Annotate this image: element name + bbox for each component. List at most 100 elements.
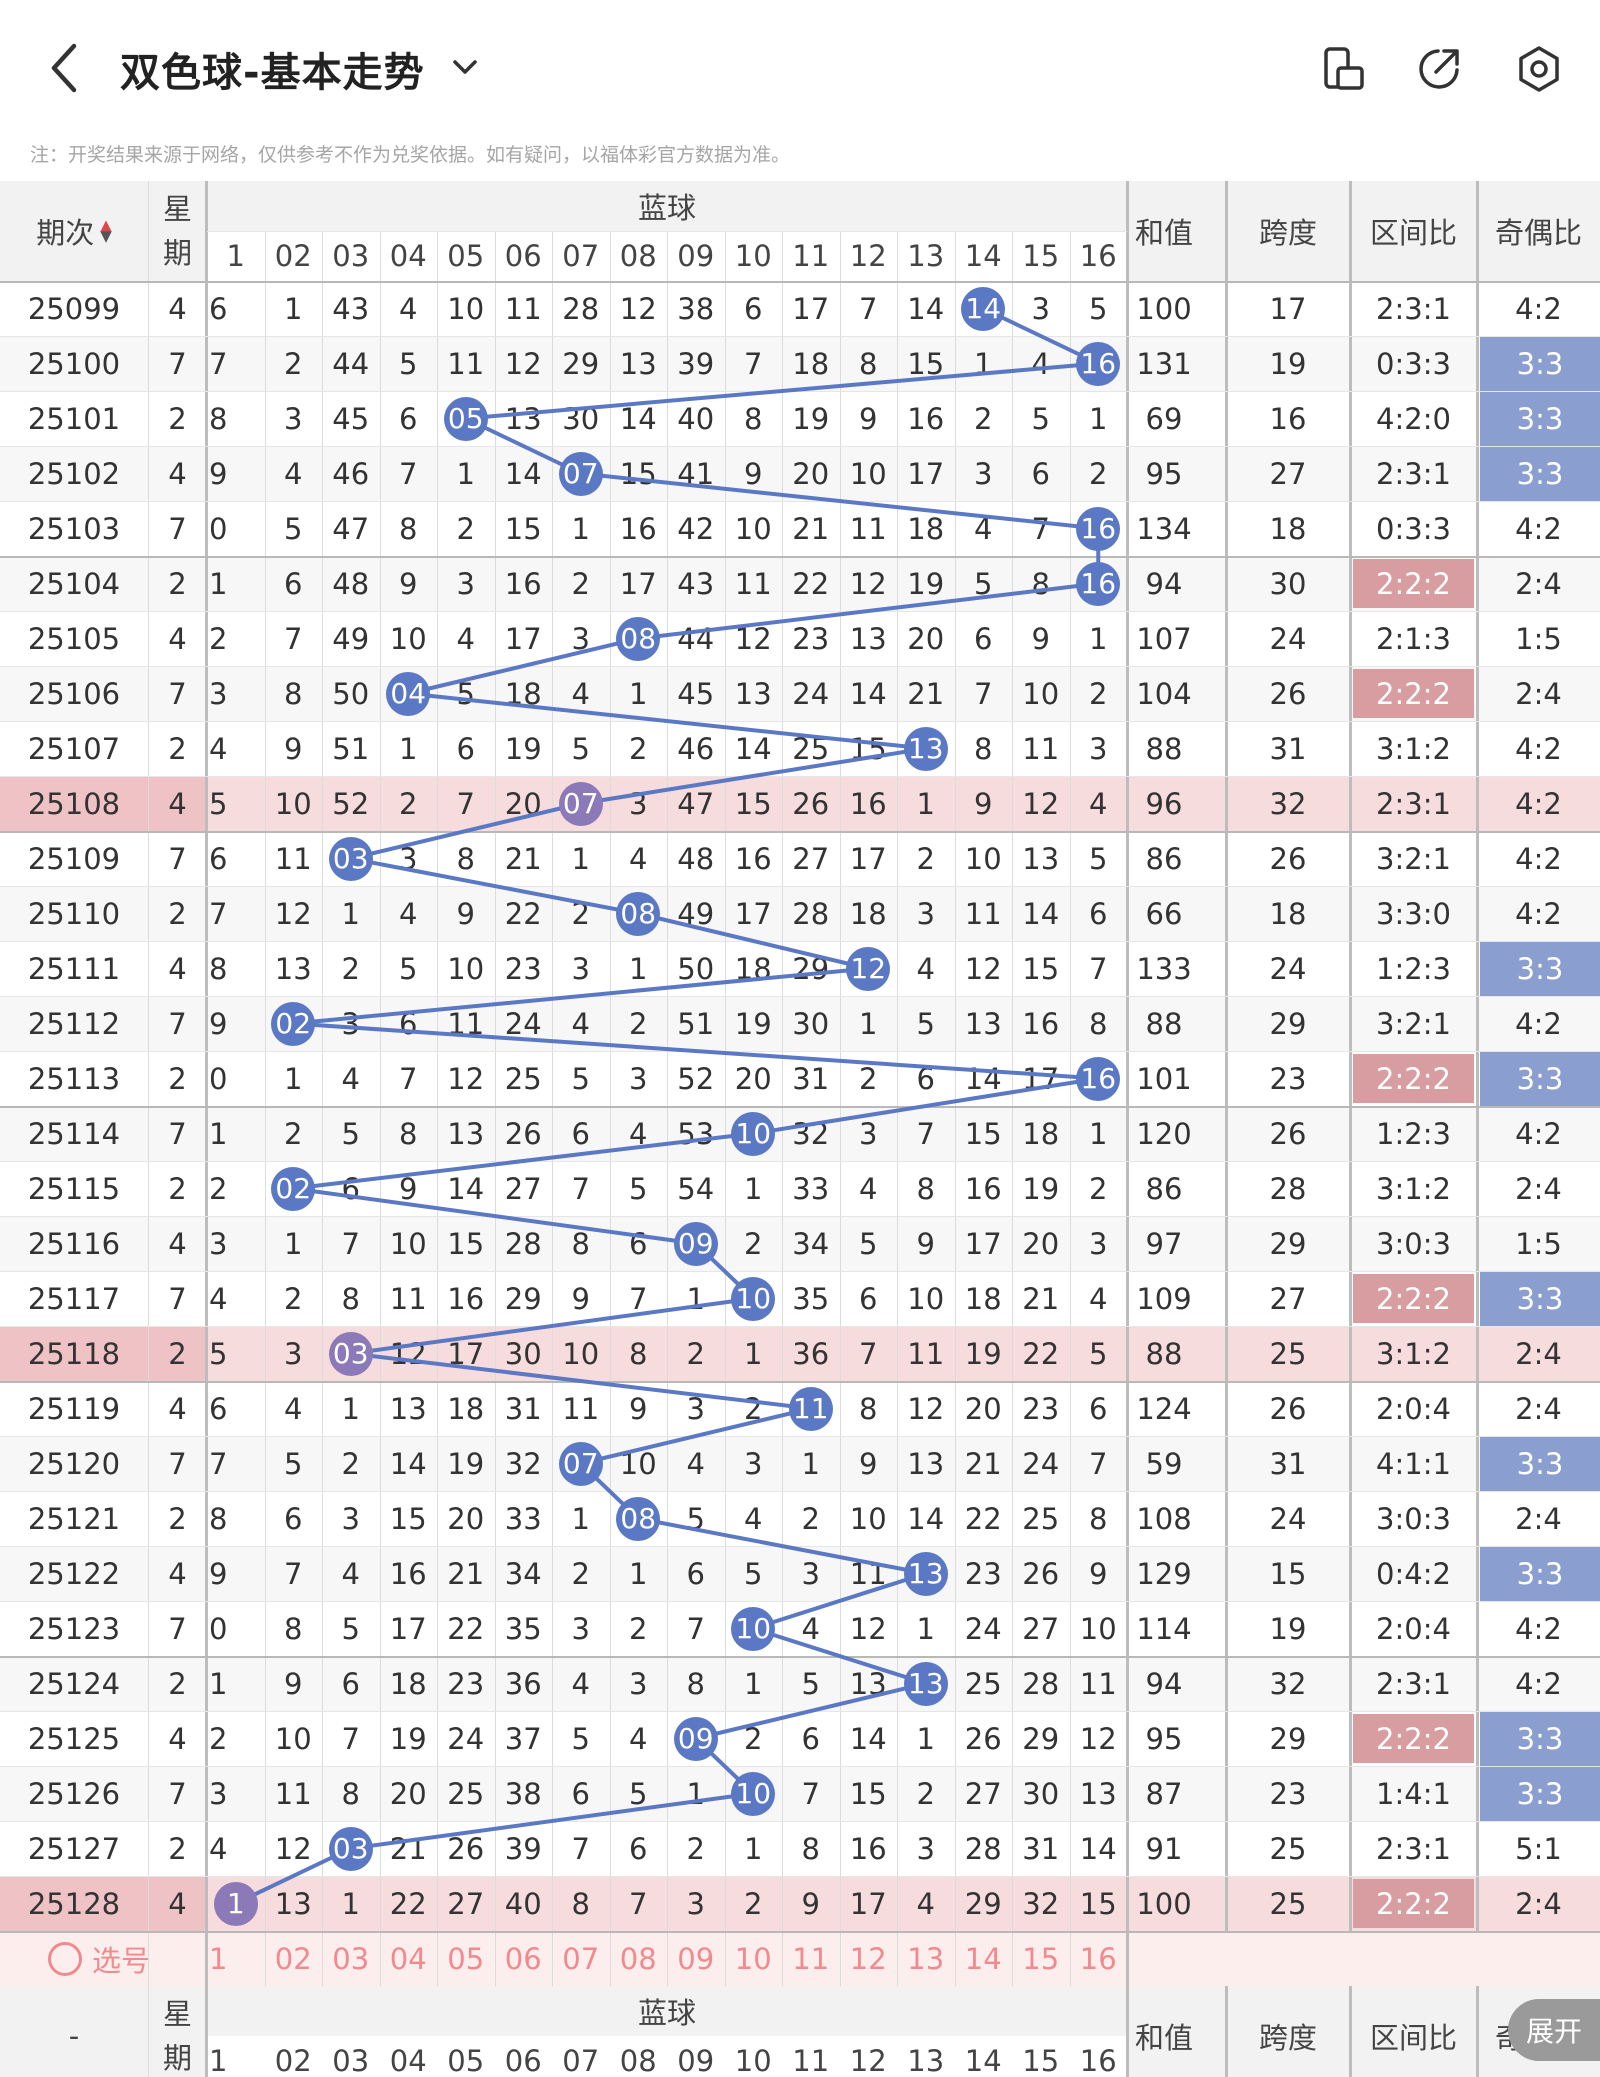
period-cell: 25108 — [27, 786, 121, 821]
miss-count-cell: 25 — [447, 1776, 485, 1811]
sort-icon[interactable]: ▲ ▼ — [100, 216, 112, 245]
miss-count-cell: 5 — [209, 1336, 228, 1371]
select-number-button[interactable]: 11 — [792, 1941, 830, 1976]
select-number-button[interactable]: 03 — [332, 1941, 370, 1976]
miss-count-cell: 1 — [974, 346, 993, 381]
rotate-button[interactable] — [1318, 44, 1368, 94]
select-number-button[interactable]: 02 — [274, 1941, 312, 1976]
miss-count-cell: 2 — [571, 1556, 590, 1591]
blue-ball: 09 — [673, 1716, 718, 1761]
select-number-button[interactable]: 06 — [504, 1941, 542, 1976]
period-cell: 25103 — [27, 511, 121, 546]
miss-count-cell: 3 — [974, 456, 993, 491]
share-button[interactable] — [1414, 44, 1464, 94]
select-number-button[interactable]: 10 — [734, 1941, 772, 1976]
miss-count-cell: 4 — [284, 456, 303, 491]
miss-count-cell: 17 — [849, 841, 887, 876]
settings-button[interactable] — [1514, 44, 1564, 94]
miss-count-cell: 23 — [504, 951, 542, 986]
col-header-odd: 奇偶比 — [1494, 216, 1582, 250]
miss-count-cell: 10 — [274, 786, 312, 821]
zone-cell: 1:2:3 — [1376, 1116, 1451, 1151]
miss-count-cell: 8 — [571, 1886, 590, 1921]
period-cell: 25102 — [27, 456, 121, 491]
miss-count-cell: 43 — [677, 566, 715, 601]
odd-cell: 4:2 — [1515, 291, 1562, 326]
row-highlight-left — [0, 1876, 207, 1931]
col-header-span: 跨度 — [1258, 216, 1317, 250]
miss-count-cell: 38 — [504, 1776, 542, 1811]
miss-count-cell: 17 — [1022, 1061, 1060, 1096]
row-divider — [0, 1601, 1600, 1602]
week-cell: 7 — [168, 1776, 187, 1811]
miss-count-cell: 26 — [504, 1116, 542, 1151]
miss-count-cell: 19 — [447, 1446, 485, 1481]
zone-cell: 2:2:2 — [1353, 1274, 1474, 1323]
row-divider — [0, 391, 1600, 392]
select-radio-icon[interactable] — [48, 1942, 82, 1976]
row-divider — [0, 1161, 1600, 1162]
blue-section-border — [205, 181, 208, 2077]
select-number-button[interactable]: 08 — [619, 1941, 657, 1976]
select-number-button[interactable]: 12 — [849, 1941, 887, 1976]
select-number-button[interactable]: 05 — [447, 1941, 485, 1976]
miss-count-cell: 6 — [399, 1006, 418, 1041]
miss-count-cell: 20 — [447, 1501, 485, 1536]
select-number-button[interactable]: 09 — [677, 1941, 715, 1976]
row-divider — [0, 1436, 1600, 1437]
col-header-period[interactable]: 期次 ▲ ▼ — [36, 216, 112, 250]
select-number-button[interactable]: 07 — [562, 1941, 600, 1976]
zone-cell: 2:3:1 — [1376, 1666, 1451, 1701]
page-title[interactable]: 双色球-基本走势 — [120, 50, 425, 96]
miss-count-cell: 4 — [744, 1501, 763, 1536]
miss-count-cell: 19 — [504, 731, 542, 766]
miss-count-cell: 24 — [504, 1006, 542, 1041]
odd-cell: 4:2 — [1515, 1666, 1562, 1701]
select-number-button[interactable]: 13 — [907, 1941, 945, 1976]
blue-ball: 03 — [328, 1826, 373, 1871]
miss-count-cell: 13 — [964, 1006, 1002, 1041]
miss-count-cell: 16 — [389, 1556, 427, 1591]
select-row[interactable] — [0, 1931, 1600, 1986]
header-bottom — [0, 281, 1600, 283]
miss-count-cell: 18 — [1022, 1116, 1060, 1151]
select-number-button[interactable]: 15 — [1022, 1941, 1060, 1976]
blue-col-number: 05 — [447, 239, 485, 273]
odd-cell: 2:4 — [1515, 1336, 1562, 1371]
week-cell: 7 — [168, 1006, 187, 1041]
row-divider — [0, 1656, 1600, 1658]
sum-cell: 114 — [1136, 1611, 1192, 1646]
miss-count-cell: 51 — [332, 731, 370, 766]
miss-count-cell: 11 — [907, 1336, 945, 1371]
blue-col-number: 06 — [504, 239, 542, 273]
blue-col-number: 08 — [619, 239, 657, 273]
expand-button[interactable]: 展开 — [1508, 1999, 1600, 2061]
footer-blue-number: 09 — [677, 2044, 715, 2077]
miss-count-cell: 12 — [619, 291, 657, 326]
blue-col-number: 14 — [964, 239, 1002, 273]
row-divider — [0, 721, 1600, 722]
miss-count-cell: 28 — [1022, 1666, 1060, 1701]
miss-count-cell: 9 — [1031, 621, 1050, 656]
select-number-button[interactable]: 04 — [389, 1941, 427, 1976]
miss-count-cell: 20 — [1022, 1226, 1060, 1261]
select-number-button[interactable]: 14 — [964, 1941, 1002, 1976]
select-number-button[interactable]: 1 — [209, 1941, 228, 1976]
span-cell: 29 — [1269, 1226, 1307, 1261]
back-button[interactable] — [40, 38, 90, 98]
period-cell: 25121 — [27, 1501, 121, 1536]
title-dropdown[interactable] — [448, 50, 482, 84]
span-cell: 29 — [1269, 1006, 1307, 1041]
zone-cell: 2:2:2 — [1353, 1054, 1474, 1103]
select-number-button[interactable]: 16 — [1079, 1941, 1117, 1976]
miss-count-cell: 14 — [907, 291, 945, 326]
select-label[interactable]: 选号 — [92, 1943, 151, 1978]
miss-count-cell: 1 — [284, 1226, 303, 1261]
footer-blue-number: 16 — [1079, 2044, 1117, 2077]
odd-cell: 4:2 — [1515, 786, 1562, 821]
miss-count-cell: 1 — [686, 1776, 705, 1811]
trend-table[interactable]: 期次 ▲ ▼ 星期 蓝球 1 02 03 04 05 06 07 08 09 10 11 12 13 14 15 16 和… — [0, 181, 1600, 2077]
column-divider — [1476, 181, 1479, 1931]
sum-cell: 97 — [1145, 1226, 1183, 1261]
miss-count-cell: 7 — [859, 291, 878, 326]
